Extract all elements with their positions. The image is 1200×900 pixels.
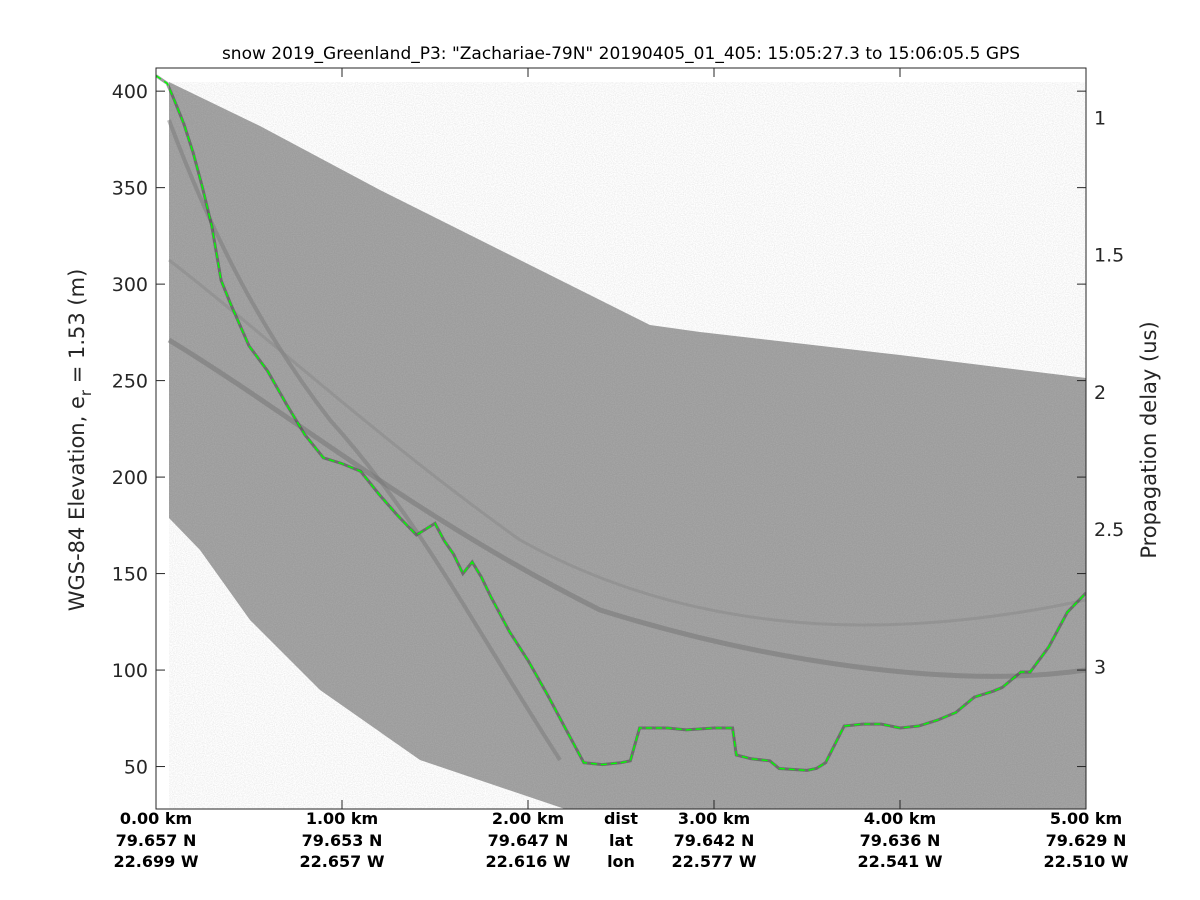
- internal-layer-1: [167, 337, 1086, 679]
- bottom-label-dist: 1.00 km: [306, 809, 378, 828]
- bottom-label-dist: 3.00 km: [678, 809, 750, 828]
- y-tick-label: 200: [112, 467, 148, 489]
- y-axis-title: WGS-84 Elevation, er = 1.53 (m): [65, 269, 95, 612]
- y-tick-label: 50: [124, 757, 148, 779]
- bottom-label-lon: 22.657 W: [300, 852, 385, 871]
- plot-frame: [155, 67, 1087, 810]
- x-axis: [155, 68, 1087, 809]
- bottom-label-lat: 79.657 N: [116, 831, 197, 850]
- y2-tick-label: 2.5: [1094, 519, 1124, 541]
- y-tick-label: 150: [112, 564, 148, 586]
- bottom-label-lat: 79.647 N: [488, 831, 569, 850]
- y2-tick-label: 1.5: [1094, 245, 1124, 267]
- y-axis-title-suffix: = 1.53 (m): [65, 269, 89, 390]
- y2-tick-label: 3: [1094, 656, 1106, 678]
- bottom-label-lat: 79.653 N: [302, 831, 383, 850]
- bottom-label-lon: 22.541 W: [858, 852, 943, 871]
- y2-tick-label: 1: [1094, 107, 1106, 129]
- chart-title: snow 2019_Greenland_P3: "Zachariae-79N" …: [222, 44, 1020, 64]
- y2-tick-label: 2: [1094, 382, 1106, 404]
- left-y-axis: 50 100 150 200 250 300 350 400: [112, 81, 1086, 779]
- bottom-row-label: lon: [607, 852, 635, 871]
- bottom-label-lat: 79.636 N: [860, 831, 941, 850]
- y-tick-label: 350: [112, 178, 148, 200]
- bottom-row-label: lat: [609, 831, 633, 850]
- bottom-label-lat: 79.642 N: [674, 831, 755, 850]
- bottom-row-label: dist: [604, 809, 638, 828]
- internal-layer-3: [168, 258, 1086, 627]
- echogram-image: [156, 68, 1086, 809]
- bottom-label-dist: 4.00 km: [864, 809, 936, 828]
- bottom-label-dist: 2.00 km: [492, 809, 564, 828]
- y-tick-label: 300: [112, 274, 148, 296]
- surface-trace-line: [156, 75, 1086, 772]
- internal-layer-2: [167, 119, 562, 762]
- bottom-label-lon: 22.616 W: [486, 852, 571, 871]
- bottom-label-lat: 79.629 N: [1046, 831, 1127, 850]
- y-tick-label: 400: [112, 81, 148, 103]
- y-axis-title-subscript: r: [77, 389, 95, 396]
- bottom-label-lon: 22.510 W: [1044, 852, 1129, 871]
- bottom-label-lon: 22.699 W: [114, 852, 199, 871]
- y-tick-label: 100: [112, 660, 148, 682]
- bottom-coordinate-labels: 0.00 km 1.00 km 2.00 km 3.00 km 4.00 km 5.00 …: [114, 809, 1129, 871]
- y2-axis-title: Propagation delay (us): [1137, 321, 1161, 558]
- y-axis-title-main: WGS-84 Elevation, e: [65, 396, 89, 611]
- bottom-label-dist: 5.00 km: [1050, 809, 1122, 828]
- bottom-label-dist: 0.00 km: [120, 809, 192, 828]
- bottom-label-lon: 22.577 W: [672, 852, 757, 871]
- right-y-axis: 1 1.5 2 2.5 3: [1094, 107, 1124, 678]
- echogram-speckle: [169, 82, 1086, 809]
- y-tick-label: 250: [112, 371, 148, 393]
